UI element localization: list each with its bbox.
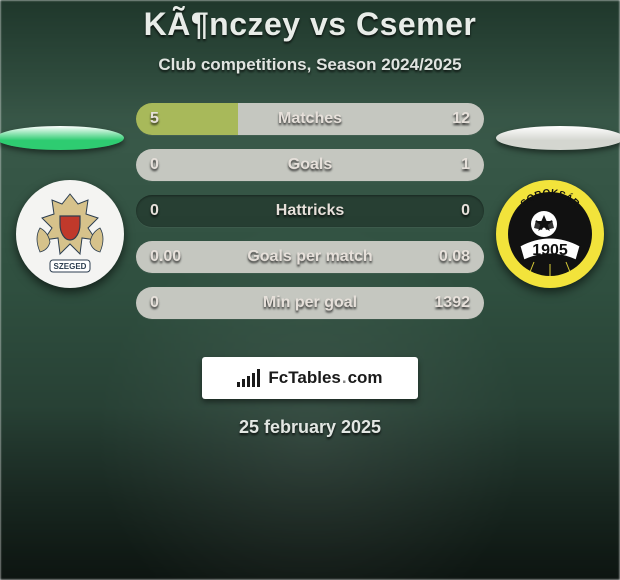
stat-left-value: 0 [150, 156, 159, 174]
stat-left-value: 0 [150, 202, 159, 220]
stat-right-fill [238, 103, 484, 135]
stat-right-value: 12 [452, 110, 470, 128]
stat-row: 0 0 Hattricks [136, 195, 484, 227]
stat-left-value: 5 [150, 110, 159, 128]
brand-text: FcTables.com [268, 368, 382, 388]
bar-chart-icon [237, 369, 260, 387]
stat-right-value: 0 [461, 202, 470, 220]
page-subtitle: Club competitions, Season 2024/2025 [0, 55, 620, 75]
stat-right-value: 1 [461, 156, 470, 174]
stat-label: Matches [278, 110, 342, 128]
stat-label: Min per goal [263, 294, 357, 312]
stat-right-value: 0.08 [439, 248, 470, 266]
stat-left-value: 0 [150, 294, 159, 312]
stat-label: Hattricks [276, 202, 344, 220]
stat-row: 0.00 0.08 Goals per match [136, 241, 484, 273]
stat-row: 0 1392 Min per goal [136, 287, 484, 319]
stat-row: 5 12 Matches [136, 103, 484, 135]
stat-row: 0 1 Goals [136, 149, 484, 181]
comparison-date: 25 february 2025 [0, 417, 620, 438]
stat-label: Goals per match [247, 248, 372, 266]
stat-label: Goals [288, 156, 332, 174]
brand-badge: FcTables.com [202, 357, 418, 399]
page-title: KÃ¶nczey vs Csemer [0, 6, 620, 43]
stat-left-value: 0.00 [150, 248, 181, 266]
stats-list: 5 12 Matches 0 1 Goals 0 0 Hattricks 0.00 0.08 Goal… [0, 103, 620, 319]
stat-right-value: 1392 [434, 294, 470, 312]
